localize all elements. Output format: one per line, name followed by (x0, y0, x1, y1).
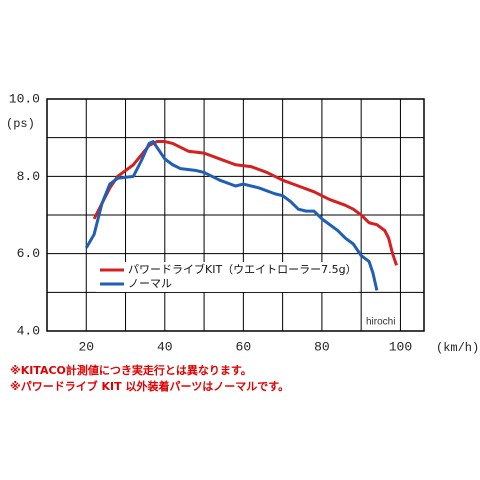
line-series (92, 140, 398, 266)
x-tick-label: 40 (157, 339, 173, 354)
x-tick-label: 100 (389, 339, 412, 354)
x-tick-label: 80 (314, 339, 330, 354)
x-tick-label: 20 (78, 339, 94, 354)
note: ※KITACO計測値につき実走行とは異なります。 (10, 363, 252, 377)
line-series (84, 140, 379, 291)
y-unit: (ps) (6, 117, 35, 131)
watermark: hirochi (366, 317, 395, 328)
x-unit: (km/h) (436, 341, 479, 355)
note: ※パワードライブ KIT 以外装着パーツはノーマルです。 (10, 379, 289, 393)
y-tick-label: 10.0 (9, 91, 40, 106)
x-tick-label: 60 (236, 339, 252, 354)
y-tick-label: 4.0 (17, 323, 40, 338)
legend-label: ノーマル (128, 277, 172, 290)
legend-label: パワードライブKIT（ウエイトローラー7.5g） (128, 262, 357, 276)
y-tick-label: 6.0 (17, 246, 40, 261)
plot-frame (46, 98, 425, 332)
y-tick-label: 8.0 (17, 169, 40, 184)
legend-box (96, 262, 358, 292)
